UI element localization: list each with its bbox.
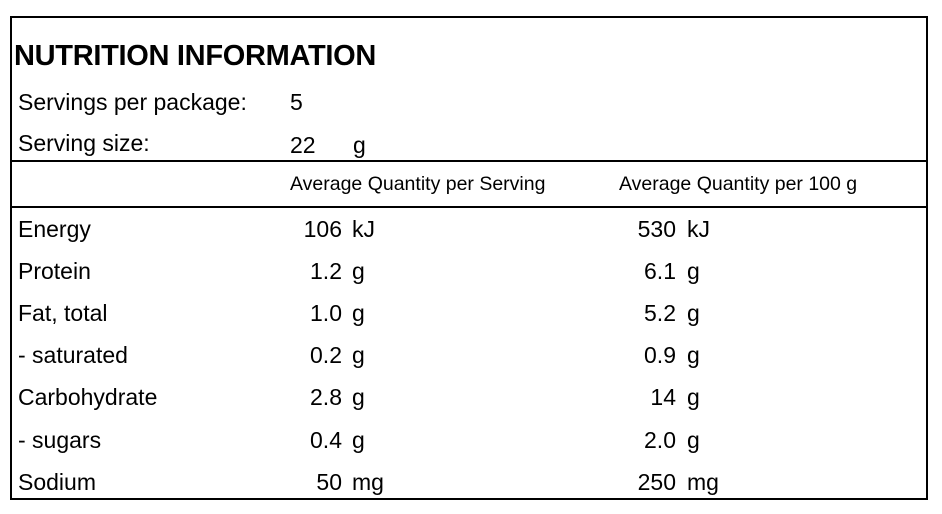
per-100g-value: 14 [650,384,676,410]
panel-title: NUTRITION INFORMATION [14,40,377,72]
per-serving-unit: g [352,258,365,284]
per-100g-value: 0.9 [644,342,676,368]
divider-top [12,160,926,162]
per-100g-value: 6.1 [644,258,676,284]
serving-size-label: Serving size: [18,130,150,156]
per-serving-unit: g [352,427,365,453]
per-100g-unit: g [687,384,700,410]
serving-size-unit: g [353,132,366,158]
nutrient-name: Protein [18,258,91,284]
per-100g-value: 2.0 [644,427,676,453]
per-serving-value: 0.2 [310,342,342,368]
per-100g-value: 250 [637,469,676,495]
per-100g-unit: g [687,427,700,453]
per-serving-unit: g [352,384,365,410]
divider-header [12,206,926,208]
servings-per-package-value: 5 [290,89,303,115]
nutrition-panel: NUTRITION INFORMATION Servings per packa… [10,16,928,500]
per-serving-unit: kJ [352,216,375,242]
per-100g-value: 5.2 [644,300,676,326]
nutrient-name: Sodium [18,469,96,495]
per-100g-value: 530 [637,216,676,242]
per-serving-value: 1.2 [310,258,342,284]
nutrient-name: - saturated [18,342,128,368]
per-serving-unit: g [352,300,365,326]
per-serving-value: 106 [303,216,342,242]
servings-per-package-label: Servings per package: [18,89,247,115]
nutrient-name: Energy [18,216,91,242]
per-100g-unit: g [687,258,700,284]
per-100g-unit: mg [687,469,719,495]
per-serving-value: 1.0 [310,300,342,326]
column-header-per-100g: Average Quantity per 100 g [619,173,858,195]
per-serving-value: 50 [316,469,342,495]
per-serving-unit: mg [352,469,384,495]
per-serving-value: 2.8 [310,384,342,410]
nutrient-name: - sugars [18,427,102,453]
per-100g-unit: g [687,300,700,326]
per-serving-value: 0.4 [310,427,342,453]
nutrient-name: Carbohydrate [18,384,158,410]
serving-size-value: 22 [290,132,316,158]
per-100g-unit: kJ [687,216,710,242]
per-serving-unit: g [352,342,365,368]
nutrient-name: Fat, total [18,300,108,326]
per-100g-unit: g [687,342,700,368]
column-header-per-serving: Average Quantity per Serving [290,173,546,195]
